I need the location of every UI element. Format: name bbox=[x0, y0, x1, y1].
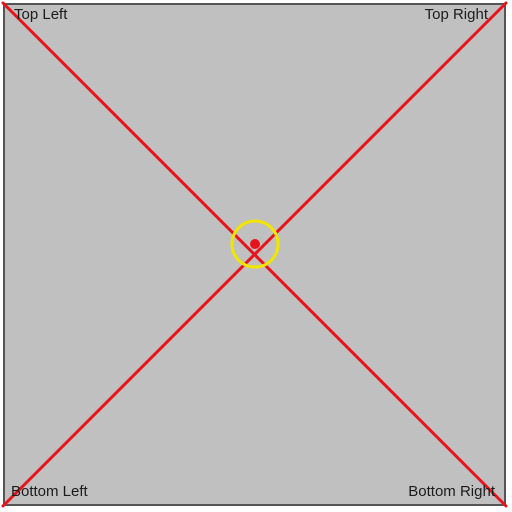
center-ring bbox=[230, 219, 280, 269]
label-top-left: Top Left bbox=[14, 6, 68, 23]
label-bottom-left: Bottom Left bbox=[11, 483, 88, 500]
label-bottom-right: Bottom Right bbox=[408, 483, 495, 500]
center-dot bbox=[250, 239, 260, 249]
label-top-right: Top Right bbox=[424, 6, 488, 23]
